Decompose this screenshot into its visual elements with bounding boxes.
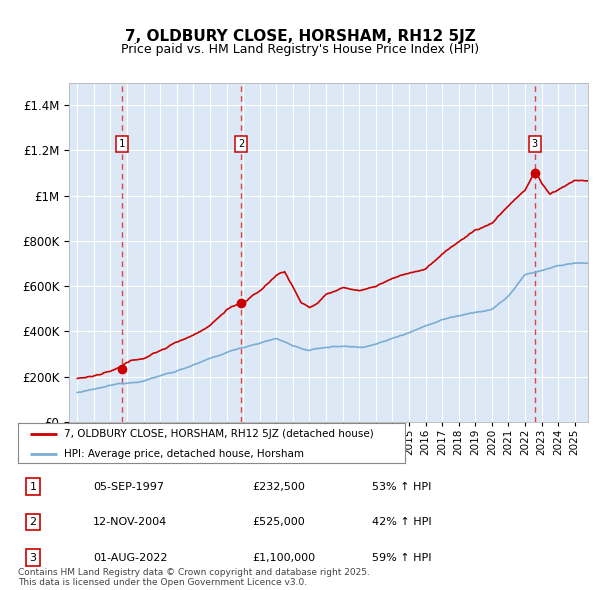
Text: £525,000: £525,000 [252,517,305,527]
Text: Contains HM Land Registry data © Crown copyright and database right 2025.
This d: Contains HM Land Registry data © Crown c… [18,568,370,587]
Text: £1,100,000: £1,100,000 [252,553,315,562]
Text: Price paid vs. HM Land Registry's House Price Index (HPI): Price paid vs. HM Land Registry's House … [121,43,479,56]
Text: 2: 2 [238,139,244,149]
Text: 3: 3 [532,139,538,149]
Text: 1: 1 [118,139,125,149]
Text: 2: 2 [29,517,37,527]
Text: 7, OLDBURY CLOSE, HORSHAM, RH12 5JZ: 7, OLDBURY CLOSE, HORSHAM, RH12 5JZ [125,29,475,44]
Text: 1: 1 [29,482,37,491]
Text: HPI: Average price, detached house, Horsham: HPI: Average price, detached house, Hors… [64,450,304,460]
Text: 53% ↑ HPI: 53% ↑ HPI [372,482,431,491]
Text: 01-AUG-2022: 01-AUG-2022 [93,553,167,562]
Text: 42% ↑ HPI: 42% ↑ HPI [372,517,431,527]
Text: 12-NOV-2004: 12-NOV-2004 [93,517,167,527]
Text: 05-SEP-1997: 05-SEP-1997 [93,482,164,491]
Text: 59% ↑ HPI: 59% ↑ HPI [372,553,431,562]
Text: 3: 3 [29,553,37,562]
Text: £232,500: £232,500 [252,482,305,491]
Text: 7, OLDBURY CLOSE, HORSHAM, RH12 5JZ (detached house): 7, OLDBURY CLOSE, HORSHAM, RH12 5JZ (det… [64,430,374,440]
